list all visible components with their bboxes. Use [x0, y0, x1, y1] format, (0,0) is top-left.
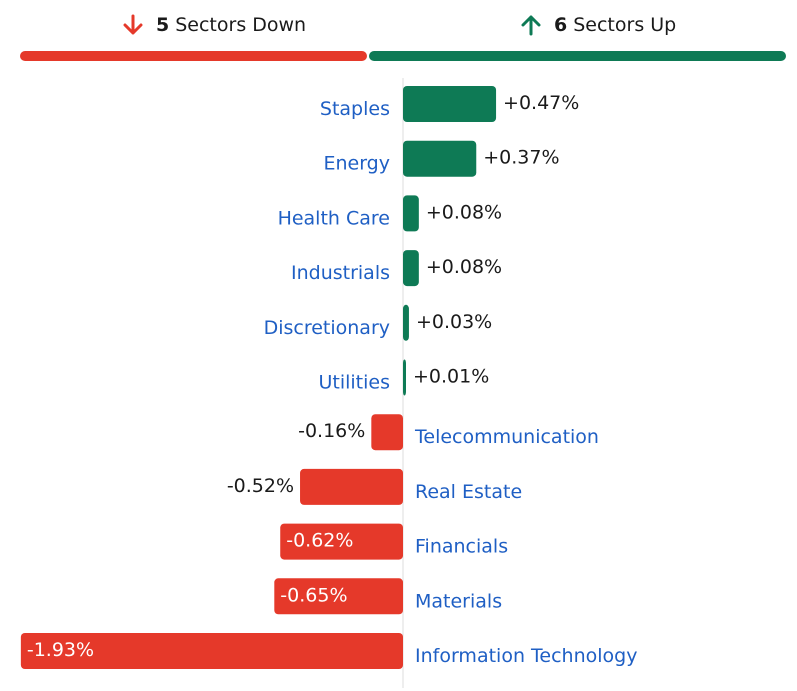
sectors-down-summary: 5 Sectors Down	[122, 10, 306, 40]
category-label-financials[interactable]: Financials	[415, 536, 508, 558]
category-label-energy[interactable]: Energy	[323, 153, 390, 175]
sectors-down-split-bar	[20, 51, 367, 61]
category-label-staples[interactable]: Staples	[320, 98, 390, 120]
category-label-discretionary[interactable]: Discretionary	[264, 317, 390, 339]
bar-financials[interactable]	[280, 523, 403, 560]
value-label-real-estate: -0.52%	[227, 475, 294, 497]
value-label-staples: +0.47%	[503, 92, 579, 114]
value-label-health-care: +0.08%	[426, 201, 502, 223]
sectors-up-label: Sectors Up	[573, 14, 677, 36]
bar-telecommunication[interactable]	[371, 414, 403, 451]
category-label-information-technology[interactable]: Information Technology	[415, 645, 637, 667]
category-label-industrials[interactable]: Industrials	[291, 262, 390, 284]
value-label-discretionary: +0.03%	[416, 311, 492, 333]
bar-energy[interactable]	[403, 140, 477, 177]
arrow-up-icon	[521, 15, 541, 36]
sectors-down-count: 5	[156, 14, 170, 36]
sectors-down-label: Sectors Down	[175, 14, 307, 36]
bar-industrials[interactable]	[403, 250, 419, 287]
category-label-telecommunication[interactable]: Telecommunication	[414, 426, 599, 448]
sectors-up-split-bar	[369, 51, 786, 61]
value-label-telecommunication: -0.16%	[298, 420, 365, 442]
value-label-information-technology: -1.93%	[27, 639, 94, 661]
arrow-down-icon	[123, 14, 143, 35]
value-label-financials: -0.62%	[286, 530, 353, 552]
value-label-energy: +0.37%	[483, 147, 559, 169]
category-label-real-estate[interactable]: Real Estate	[415, 481, 522, 503]
value-label-materials: -0.65%	[280, 584, 347, 606]
bar-utilities[interactable]	[403, 359, 406, 396]
bar-discretionary[interactable]	[403, 304, 409, 341]
category-label-materials[interactable]: Materials	[415, 590, 502, 612]
category-label-utilities[interactable]: Utilities	[318, 372, 390, 394]
bar-real-estate[interactable]	[300, 468, 403, 505]
sectors-up-summary: 6 Sectors Up	[520, 10, 676, 40]
value-label-industrials: +0.08%	[426, 256, 502, 278]
bar-staples[interactable]	[403, 86, 497, 122]
bar-materials[interactable]	[274, 578, 403, 615]
bar-information-technology[interactable]	[20, 633, 404, 669]
category-label-health-care[interactable]: Health Care	[278, 207, 390, 229]
bar-health-care[interactable]	[403, 195, 419, 232]
value-label-utilities: +0.01%	[413, 366, 489, 388]
sectors-up-count: 6	[554, 14, 568, 36]
